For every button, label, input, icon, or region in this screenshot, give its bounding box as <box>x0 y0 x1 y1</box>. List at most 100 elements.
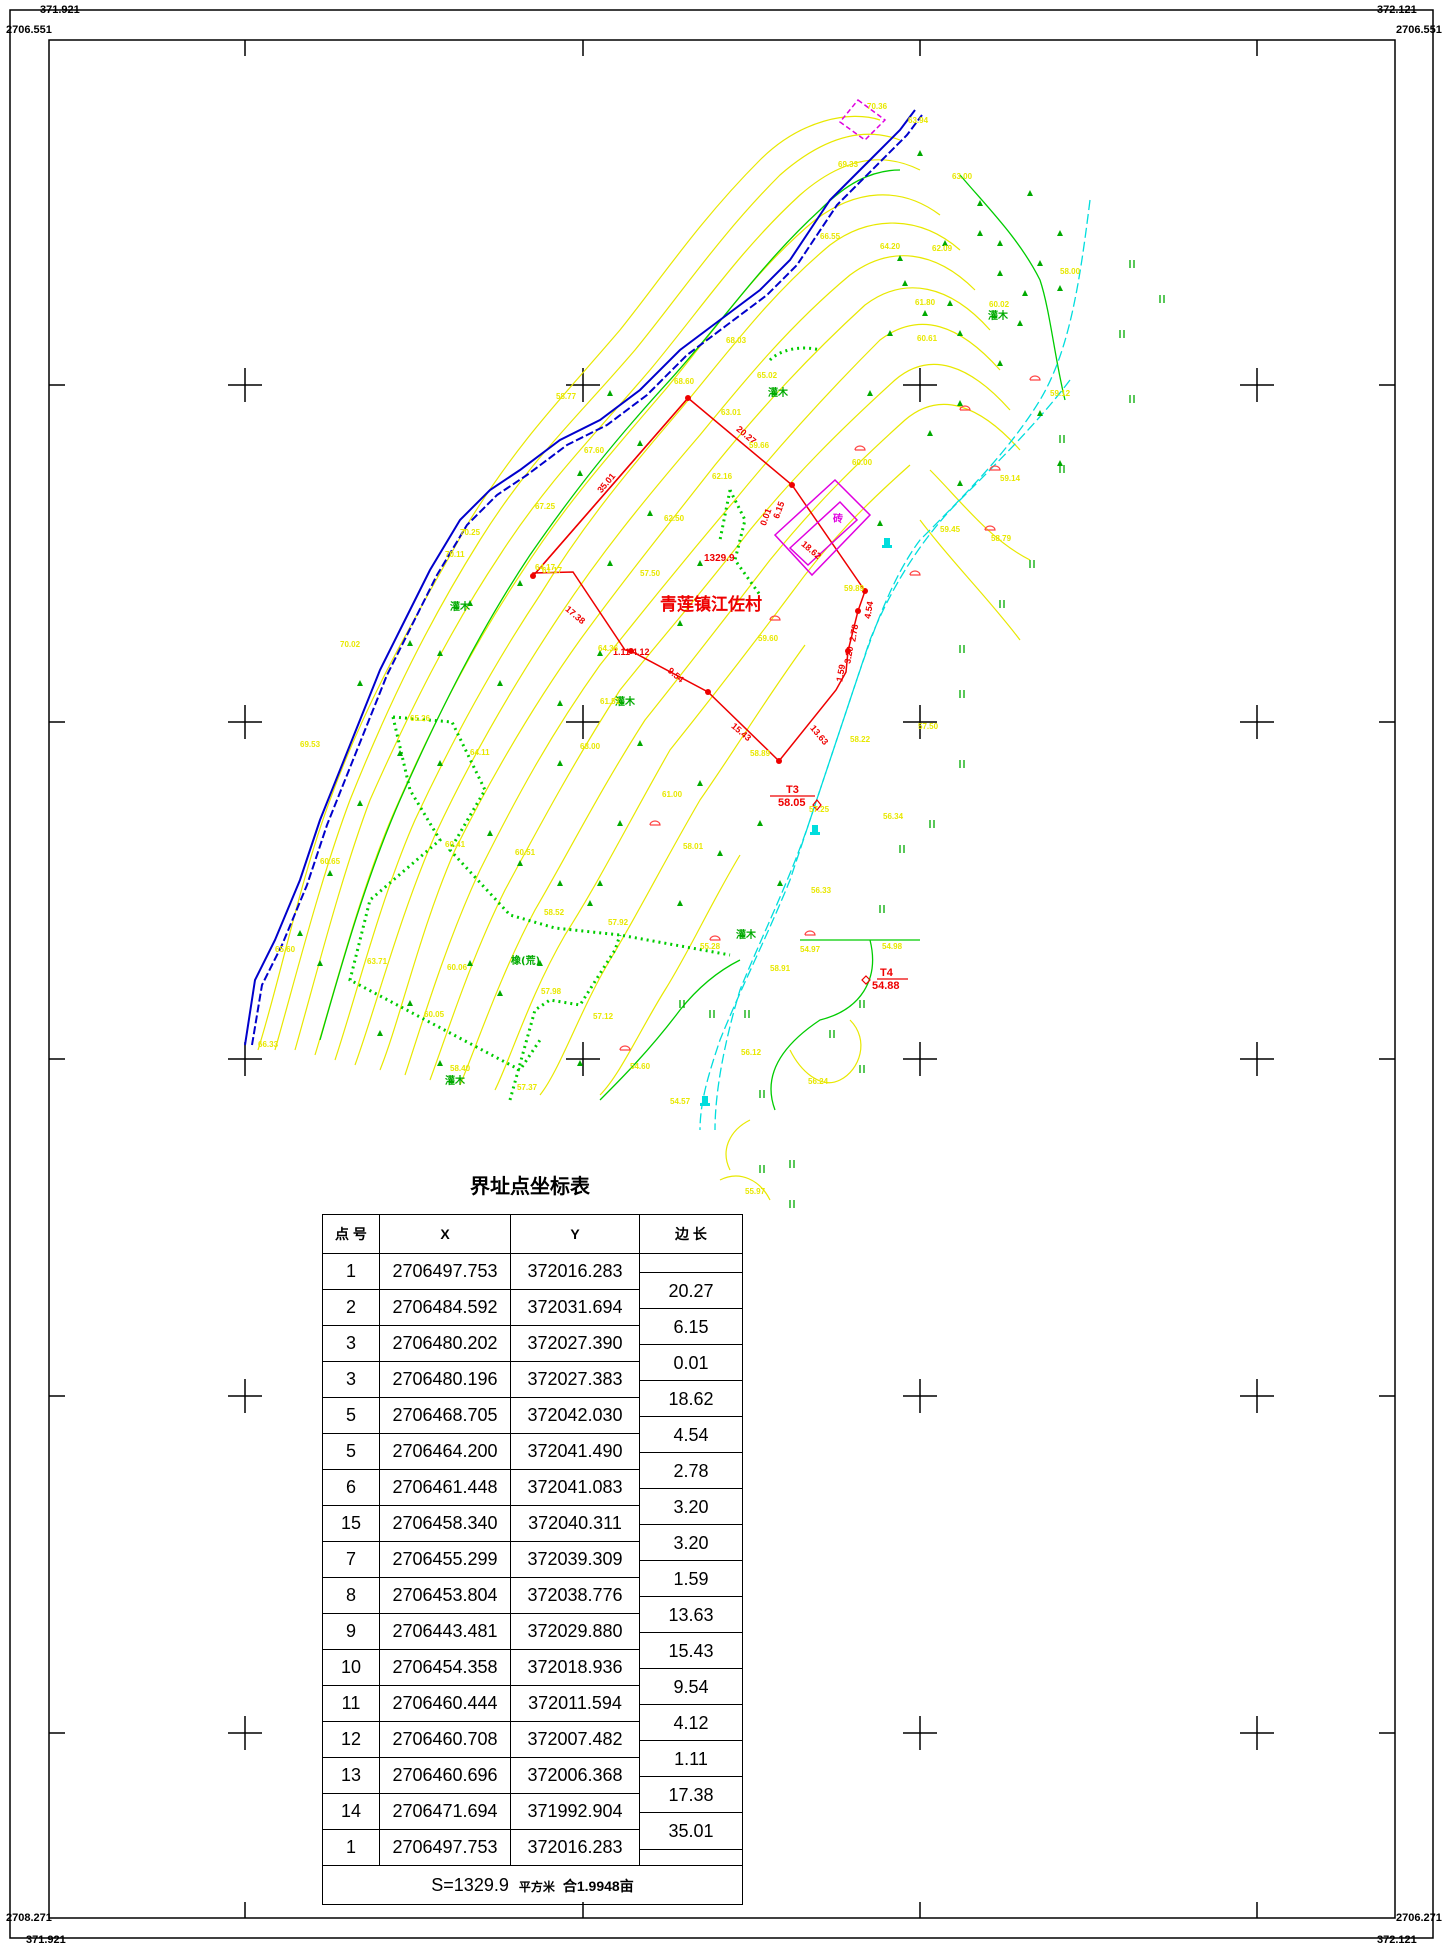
elevation-label: 60.05 <box>424 1010 445 1019</box>
cell-x: 2706497.753 <box>379 1253 511 1290</box>
elevation-label: 58.79 <box>991 534 1012 543</box>
elevation-label: 65.02 <box>757 371 778 380</box>
elevation-label: 55.28 <box>700 942 721 951</box>
cell-x: 2706460.708 <box>379 1721 511 1758</box>
table-title: 界址点坐标表 <box>470 1174 590 1198</box>
cell-point: 3 <box>322 1361 380 1398</box>
edge-length: 18.62 <box>640 1379 742 1418</box>
elevation-label: 63.94 <box>908 116 929 125</box>
elevation-label: 62.16 <box>712 472 733 481</box>
control-point-markers <box>770 795 908 985</box>
elevation-label: 63.71 <box>367 957 388 966</box>
elevation-label: 57.98 <box>541 987 562 996</box>
elevation-label: 56.24 <box>808 1077 829 1086</box>
table-header-row: 点 号 X Y 边 长 <box>322 1214 743 1254</box>
cell-x: 2706471.694 <box>379 1793 511 1830</box>
elevation-label: 70.02 <box>340 640 361 649</box>
elevation-label: 54.57 <box>670 1097 691 1106</box>
table-row: 8 2706453.804 372038.776 13.63 <box>322 1577 743 1634</box>
cell-x: 2706484.592 <box>379 1289 511 1326</box>
elevation-label: 57.50 <box>918 722 939 731</box>
edge-length: 17.38 <box>640 1775 742 1814</box>
elevation-label: 70.25 <box>460 528 481 537</box>
elevation-label: 60.00 <box>852 458 873 467</box>
vegetation-label: 灌木 <box>615 697 635 708</box>
elevation-label: 64.11 <box>470 748 490 757</box>
elevation-label: 65.26 <box>410 714 431 723</box>
elevation-label: 61.80 <box>915 298 936 307</box>
vegetation-label: 灌木 <box>768 388 788 399</box>
cell-edge-slot: 20.27 <box>639 1253 743 1310</box>
edge-length-label: 1.11 <box>613 647 631 657</box>
cell-y: 372027.390 <box>510 1325 640 1362</box>
elevation-label: 57.12 <box>593 1012 614 1021</box>
elevation-label: 55.97 <box>745 1187 766 1196</box>
elevation-label: 57.92 <box>608 918 629 927</box>
elevation-label: 58.22 <box>850 735 871 744</box>
cell-x: 2706460.444 <box>379 1685 511 1722</box>
vegetation-label: 灌木 <box>988 311 1008 322</box>
control-point-elevation: 54.88 <box>872 980 900 992</box>
elevation-label: 70.11 <box>445 550 465 559</box>
cell-y: 372042.030 <box>510 1397 640 1434</box>
cell-x: 2706468.705 <box>379 1397 511 1434</box>
control-point-elevation: 58.05 <box>778 797 806 809</box>
elevation-label: 59.66 <box>749 441 770 450</box>
elevation-label: 70.36 <box>867 102 888 111</box>
cell-point: 12 <box>322 1721 380 1758</box>
elevation-label: 63.00 <box>580 742 601 751</box>
elevation-label: 64.17 <box>535 563 556 572</box>
table-row: 1 2706497.753 372016.283 20.27 <box>322 1253 743 1310</box>
cell-y: 372040.311 <box>510 1505 640 1542</box>
table-row: 14 2706471.694 371992.904 35.01 <box>322 1793 743 1850</box>
edge-length: 3.20 <box>640 1487 742 1526</box>
edge-length: 6.15 <box>640 1307 742 1346</box>
corner-bottom-left-y: 371.921 <box>26 1934 66 1946</box>
cell-point: 13 <box>322 1757 380 1794</box>
control-point-name: T3 <box>786 784 799 796</box>
elevation-label: 54.60 <box>630 1062 651 1071</box>
cell-y: 372041.083 <box>510 1469 640 1506</box>
cell-y: 372016.283 <box>510 1829 640 1866</box>
coordinate-table: 点 号 X Y 边 长 1 2706497.753 372016.283 20.27 2… <box>322 1214 743 1905</box>
vegetation-label: 橡(荒) <box>511 956 541 967</box>
cell-point: 11 <box>322 1685 380 1722</box>
table-row: 1 2706497.753 372016.283 <box>322 1829 743 1866</box>
road-bank <box>244 109 923 1046</box>
elevation-label: 66.55 <box>820 232 841 241</box>
cell-point: 6 <box>322 1469 380 1506</box>
elevation-label: 60.06 <box>447 963 468 972</box>
cell-point: 9 <box>322 1613 380 1650</box>
corner-top-right-x: 2706.551 <box>1396 24 1442 36</box>
elevation-label: 54.98 <box>882 942 903 951</box>
cell-x: 2706453.804 <box>379 1577 511 1614</box>
cell-y: 372039.309 <box>510 1541 640 1578</box>
cell-x: 2706464.200 <box>379 1433 511 1470</box>
cell-x: 2706458.340 <box>379 1505 511 1542</box>
cell-y: 372011.594 <box>510 1685 640 1722</box>
elevation-label: 68.60 <box>674 377 695 386</box>
elevation-label: 65.60 <box>275 945 296 954</box>
cell-x: 2706460.696 <box>379 1757 511 1794</box>
corner-bottom-right-x: 2706.271 <box>1396 1912 1442 1924</box>
elevation-label: 68.03 <box>726 336 747 345</box>
edge-length: 15.43 <box>640 1631 742 1670</box>
edge-length: 4.12 <box>640 1703 742 1742</box>
elevation-label: 64.20 <box>880 242 901 251</box>
building-label: 砖 <box>833 514 843 525</box>
elevation-label: 56.34 <box>883 812 904 821</box>
elevation-label: 69.33 <box>838 160 859 169</box>
building-outline <box>773 98 887 577</box>
cell-point: 5 <box>322 1433 380 1470</box>
cell-y: 372038.776 <box>510 1577 640 1614</box>
edge-length: 4.54 <box>640 1415 742 1454</box>
cell-point: 7 <box>322 1541 380 1578</box>
elevation-label: 58.52 <box>544 908 565 917</box>
edge-length: 13.63 <box>640 1595 742 1634</box>
elevation-label: 63.00 <box>952 172 973 181</box>
header-edge: 边 长 <box>639 1214 743 1254</box>
cell-point: 15 <box>322 1505 380 1542</box>
edge-length: 2.78 <box>640 1451 742 1490</box>
table-row: 10 2706454.358 372018.936 9.54 <box>322 1649 743 1706</box>
